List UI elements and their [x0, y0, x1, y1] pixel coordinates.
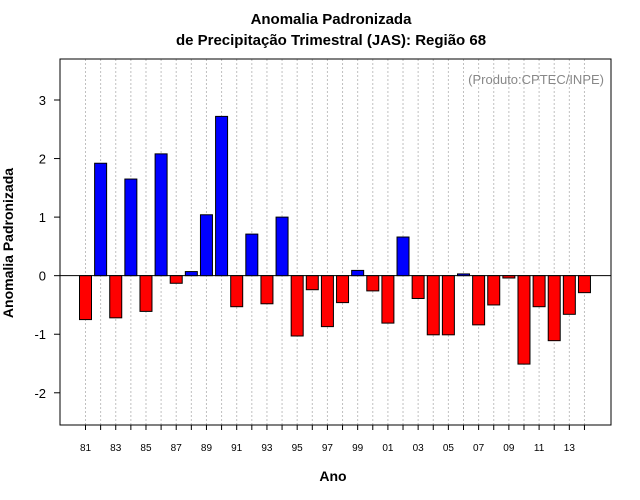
bar-2000 [366, 275, 380, 292]
bar-2011 [532, 275, 546, 308]
bar-2003 [411, 275, 425, 300]
y-tick-label: 3 [39, 93, 46, 108]
bar-2014 [577, 275, 591, 294]
bar-1982 [94, 162, 108, 277]
bar-2005 [441, 275, 455, 336]
bar-1993 [260, 275, 274, 305]
x-tick-label: 87 [171, 443, 183, 454]
x-tick-label: 05 [443, 443, 455, 454]
bar-2007 [472, 275, 486, 326]
x-tick-label: 03 [413, 443, 425, 454]
x-tick-label: 97 [322, 443, 334, 454]
bar-1998 [336, 275, 350, 304]
bar-1983 [109, 275, 123, 319]
bar-2004 [426, 275, 440, 336]
x-tick-label: 93 [261, 443, 273, 454]
x-tick-label: 01 [382, 443, 394, 454]
plot-frame [59, 58, 612, 426]
y-tick-label: 1 [39, 210, 46, 225]
bar-2006 [457, 273, 470, 277]
x-axis-title: Ano [319, 468, 346, 484]
x-tick-label: 95 [292, 443, 304, 454]
y-tick-label: 2 [39, 152, 46, 167]
y-tick-label: -1 [34, 327, 46, 342]
bar-1986 [154, 153, 168, 277]
bar-1987 [169, 275, 183, 284]
bar-1991 [230, 275, 244, 308]
x-tick-label: 89 [201, 443, 213, 454]
y-axis: -2 -1 0 1 2 3 [34, 93, 60, 401]
bar-series [79, 115, 591, 365]
x-tick-label: 81 [80, 443, 92, 454]
bar-2012 [547, 275, 561, 342]
bar-1981 [79, 275, 92, 321]
bar-2013 [562, 275, 576, 315]
x-tick-label: 85 [140, 443, 152, 454]
bar-2002 [396, 236, 410, 277]
bar-1994 [275, 216, 289, 277]
x-tick-label: 91 [231, 443, 243, 454]
bar-2010 [517, 275, 531, 365]
chart-title-line2: de Precipitação Trimestral (JAS): Região… [176, 32, 486, 49]
chart-title-line1: Anomalia Padronizada [251, 11, 413, 28]
x-tick-label: 13 [564, 443, 576, 454]
bar-2009 [502, 275, 516, 279]
x-tick-label: 07 [473, 443, 485, 454]
bar-1992 [245, 233, 259, 277]
x-axis: 81 83 85 87 89 91 93 95 97 99 01 03 05 07 09 11 13 [80, 425, 585, 454]
x-tick-label: 99 [352, 443, 364, 454]
bar-1988 [184, 271, 198, 277]
y-tick-label: -2 [34, 386, 46, 401]
bar-1995 [290, 275, 304, 337]
y-axis-title: Anomalia Padronizada [0, 168, 16, 318]
x-tick-label: 83 [110, 443, 122, 454]
bar-2008 [487, 275, 501, 306]
x-tick-label: 11 [534, 443, 545, 454]
bar-1999 [351, 269, 365, 277]
vertical-gridlines [85, 59, 585, 425]
bar-2001 [381, 275, 395, 324]
x-tick-label: 09 [503, 443, 515, 454]
bar-1996 [305, 275, 319, 291]
bar-1990 [215, 115, 229, 277]
y-tick-label: 0 [39, 269, 46, 284]
product-credit: (Produto:CPTEC/INPE) [468, 72, 604, 87]
bar-1985 [139, 275, 153, 312]
bar-1989 [199, 214, 213, 277]
bar-1997 [320, 275, 334, 328]
bar-1984 [124, 178, 138, 277]
